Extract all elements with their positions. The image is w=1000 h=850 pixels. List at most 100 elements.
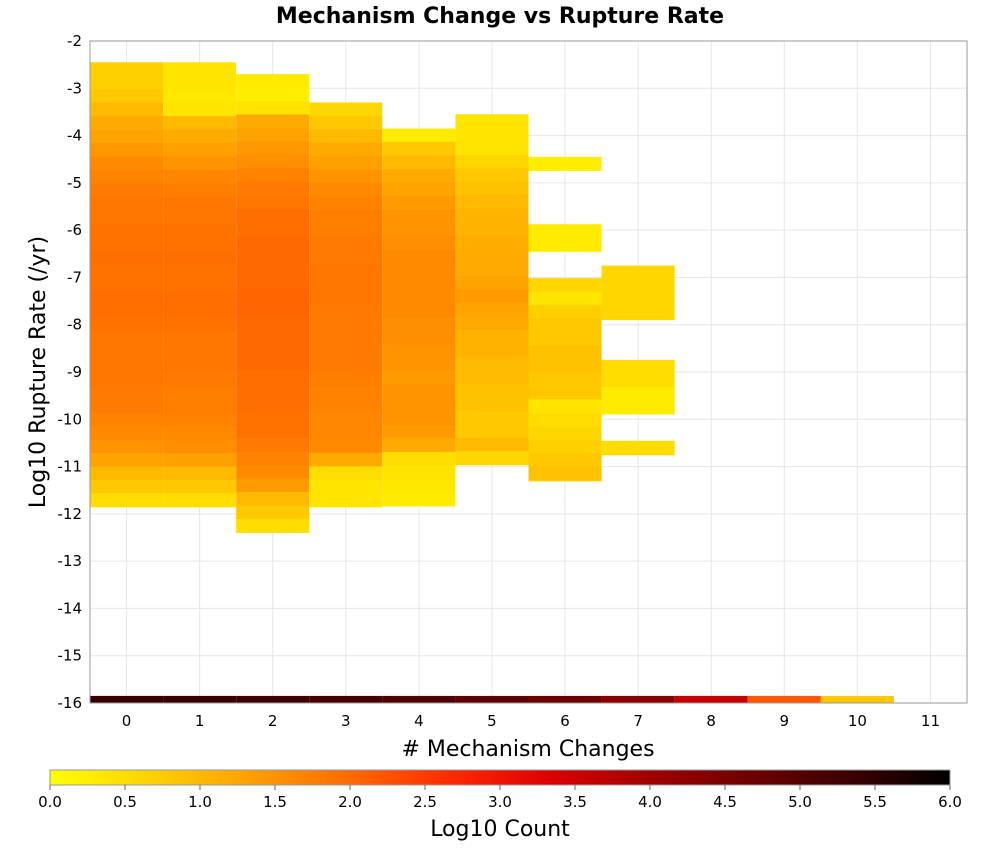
heatmap-cell — [90, 62, 164, 77]
heatmap-cell — [163, 695, 237, 703]
heatmap-cell — [90, 466, 164, 481]
heatmap-cell — [236, 343, 310, 358]
y-tick-label: -15 — [58, 647, 83, 665]
heatmap-cell — [382, 141, 456, 157]
heatmap-cell — [382, 357, 456, 372]
heatmap-cell — [309, 237, 383, 252]
y-axis-label: Log10 Rupture Rate (/yr) — [26, 236, 51, 508]
heatmap-cell — [90, 399, 164, 414]
heatmap-cell — [455, 451, 529, 466]
x-tick-label: 1 — [195, 712, 205, 730]
heatmap-cell — [90, 493, 164, 508]
y-tick-label: -16 — [58, 694, 83, 712]
heatmap-cell — [236, 451, 310, 466]
heatmap-cell — [236, 114, 310, 129]
x-tick-label: 5 — [487, 712, 497, 730]
x-tick-label: 10 — [848, 712, 867, 730]
heatmap-cell — [90, 143, 164, 158]
heatmap-cell — [309, 129, 383, 144]
heatmap-cell — [163, 210, 237, 225]
heatmap-cell — [163, 183, 237, 198]
heatmap-cell — [90, 291, 164, 306]
heatmap-cell — [601, 695, 675, 703]
heatmap-cell — [382, 492, 456, 507]
heatmap-cell — [455, 168, 529, 183]
heatmap-cell — [528, 156, 602, 171]
heatmap-cell — [236, 289, 310, 304]
heatmap-cell — [236, 330, 310, 345]
y-tick-label: -10 — [58, 410, 83, 428]
heatmap-cell — [163, 480, 237, 495]
heatmap-cell — [236, 518, 310, 533]
heatmap-cell — [309, 398, 383, 414]
heatmap-cell — [309, 196, 383, 211]
heatmap-cell — [163, 250, 237, 266]
heatmap-cell — [163, 277, 237, 292]
heatmap-cell — [236, 128, 310, 143]
chart-title: Mechanism Change vs Rupture Rate — [276, 4, 724, 29]
heatmap-cell — [455, 343, 529, 358]
colorbar-tick-label: 4.5 — [713, 793, 737, 811]
heatmap-cell — [382, 438, 456, 453]
heatmap-cell — [163, 89, 237, 104]
y-tick-label: -14 — [58, 599, 83, 617]
heatmap-cell — [90, 318, 164, 333]
heatmap-cell — [90, 331, 164, 346]
heatmap-cell — [163, 291, 237, 306]
heatmap-cell — [309, 183, 383, 198]
heatmap-cell — [309, 452, 383, 467]
heatmap-cell — [528, 385, 602, 401]
heatmap-cell — [309, 439, 383, 454]
heatmap-cell — [455, 276, 529, 291]
heatmap-cell — [382, 263, 456, 278]
heatmap-cell — [236, 357, 310, 372]
heatmap-cell — [601, 306, 675, 321]
heatmap-cell — [163, 116, 237, 131]
x-axis-ticks: 0 1 2 3 4 5 6 7 8 9 10 11 — [122, 712, 940, 730]
heatmap-cell — [163, 385, 237, 400]
heatmap-cell — [382, 182, 456, 197]
heatmap-cell — [528, 224, 602, 239]
heatmap-cell — [528, 372, 602, 387]
heatmap-cell — [747, 695, 821, 703]
heatmap-cell — [528, 439, 602, 454]
heatmap-cell — [455, 154, 529, 169]
heatmap-cell — [309, 695, 383, 703]
y-tick-label: -13 — [58, 552, 83, 570]
heatmap-cell — [236, 491, 310, 506]
heatmap-cell — [528, 237, 602, 252]
heatmap-cell — [382, 195, 456, 210]
x-tick-label: 9 — [780, 712, 790, 730]
heatmap-cell — [528, 426, 602, 441]
heatmap-cell — [528, 305, 602, 320]
heatmap-cell — [455, 397, 529, 412]
heatmap-cell — [528, 278, 602, 293]
colorbar — [49, 769, 951, 786]
heatmap-cell — [236, 695, 310, 703]
heatmap-cell — [455, 114, 529, 129]
heatmap-cell — [309, 358, 383, 373]
heatmap-cell — [601, 359, 675, 375]
heatmap-cell — [309, 331, 383, 346]
heatmap-cell — [601, 279, 675, 294]
heatmap-cell — [236, 222, 310, 237]
heatmap-cell — [382, 155, 456, 170]
colorbar-tick-label: 5.0 — [788, 793, 812, 811]
x-tick-label: 3 — [341, 712, 351, 730]
heatmap-cell — [309, 345, 383, 360]
colorbar-tick-label: 3.0 — [488, 793, 512, 811]
heatmap-cell — [236, 276, 310, 291]
heatmap-cell — [455, 302, 529, 318]
heatmap-cell — [455, 370, 529, 385]
heatmap-cell — [163, 426, 237, 441]
heatmap-cell — [528, 332, 602, 347]
heatmap-cell — [236, 262, 310, 277]
heatmap-cell — [90, 277, 164, 292]
heatmap-cell — [90, 453, 164, 468]
heatmap-cell — [528, 318, 602, 333]
heatmap-cell — [455, 316, 529, 331]
heatmap-cell — [236, 397, 310, 412]
heatmap-cell — [455, 249, 529, 264]
heatmap-cell — [163, 75, 237, 90]
heatmap-cell — [90, 695, 164, 703]
